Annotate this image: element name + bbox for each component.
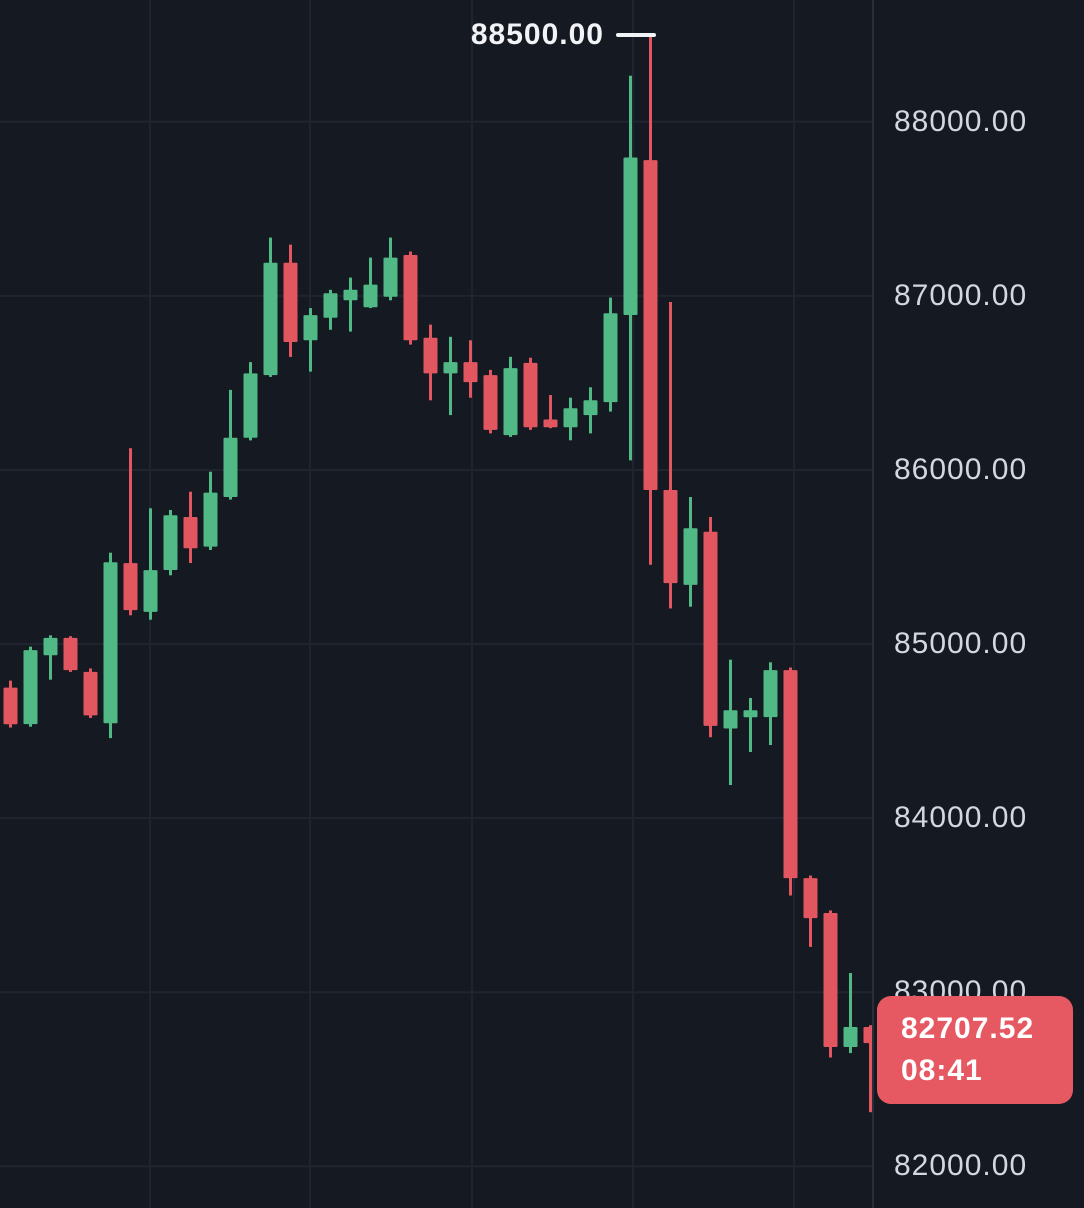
y-axis-label: 85000.00 bbox=[894, 627, 1028, 660]
candle-body bbox=[723, 710, 738, 729]
candle-body bbox=[263, 262, 278, 376]
candle-body bbox=[543, 419, 558, 428]
y-axis-label: 86000.00 bbox=[894, 453, 1028, 486]
candle-body bbox=[143, 570, 158, 612]
candle-wick bbox=[129, 448, 132, 616]
candle-body bbox=[503, 368, 518, 436]
candle-body bbox=[183, 517, 198, 549]
y-axis-label: 82000.00 bbox=[894, 1149, 1028, 1183]
candle-body bbox=[623, 157, 638, 315]
candle-body bbox=[663, 490, 678, 584]
candle-body bbox=[803, 878, 818, 919]
y-axis-label: 84000.00 bbox=[894, 801, 1028, 835]
candle-body bbox=[563, 408, 578, 428]
high-price-marker: 88500.00 bbox=[471, 18, 656, 52]
candle-body bbox=[603, 313, 618, 403]
candle-body bbox=[203, 492, 218, 547]
candle-body bbox=[283, 262, 298, 342]
candle-body bbox=[83, 671, 98, 716]
candle-wick bbox=[449, 336, 452, 416]
candlestick-svg[interactable] bbox=[0, 0, 874, 1208]
candle-body bbox=[523, 362, 538, 428]
candle-wick bbox=[149, 508, 152, 620]
last-price-time: 08:41 bbox=[901, 1054, 983, 1088]
candle-body bbox=[763, 670, 778, 718]
candle-body bbox=[483, 375, 498, 430]
candle-wick bbox=[369, 257, 372, 309]
candlestick-chart-area[interactable]: 88500.00 bbox=[0, 0, 874, 1208]
candle-wick bbox=[349, 277, 352, 332]
candle-body bbox=[683, 528, 698, 585]
y-axis-label: 88000.00 bbox=[894, 104, 1028, 138]
candle-body bbox=[63, 637, 78, 671]
candle-wick bbox=[749, 698, 752, 752]
candle-wick bbox=[669, 302, 672, 609]
candle-body bbox=[403, 255, 418, 341]
candle-body bbox=[123, 563, 138, 611]
candle-wick bbox=[49, 635, 52, 680]
candle-body bbox=[3, 687, 18, 725]
candle-body bbox=[843, 1027, 858, 1047]
candle-body bbox=[443, 362, 458, 374]
candle-body bbox=[43, 637, 58, 656]
candle-body bbox=[863, 1027, 872, 1044]
candle-body bbox=[783, 670, 798, 879]
candle-body bbox=[423, 337, 438, 374]
candle-body bbox=[643, 160, 658, 490]
candle-body bbox=[703, 531, 718, 726]
candle-body bbox=[223, 437, 238, 497]
high-price-text: 88500.00 bbox=[470, 17, 604, 51]
candle-wick bbox=[849, 973, 852, 1054]
candle-body bbox=[363, 284, 378, 308]
candle-wick bbox=[549, 395, 552, 429]
candle-wick bbox=[869, 1025, 872, 1113]
candle-body bbox=[243, 373, 258, 438]
candle-body bbox=[743, 710, 758, 718]
candle-body bbox=[823, 913, 838, 1047]
y-axis-label: 87000.00 bbox=[894, 278, 1028, 312]
candle-body bbox=[343, 289, 358, 301]
candle-body bbox=[163, 515, 178, 570]
price-axis[interactable]: 88000.00 87000.00 86000.00 85000.00 84000.00… bbox=[876, 0, 1084, 1208]
candle-body bbox=[583, 400, 598, 416]
candle-body bbox=[323, 293, 338, 318]
high-price-dash-icon bbox=[616, 32, 656, 37]
candle-body bbox=[463, 362, 478, 383]
candle-body bbox=[103, 562, 118, 724]
candle-body bbox=[23, 650, 38, 725]
last-price-value: 82707.52 bbox=[901, 1012, 1035, 1046]
candle-body bbox=[383, 257, 398, 297]
last-price-badge: 82707.52 08:41 bbox=[877, 996, 1073, 1105]
candle-body bbox=[303, 315, 318, 341]
